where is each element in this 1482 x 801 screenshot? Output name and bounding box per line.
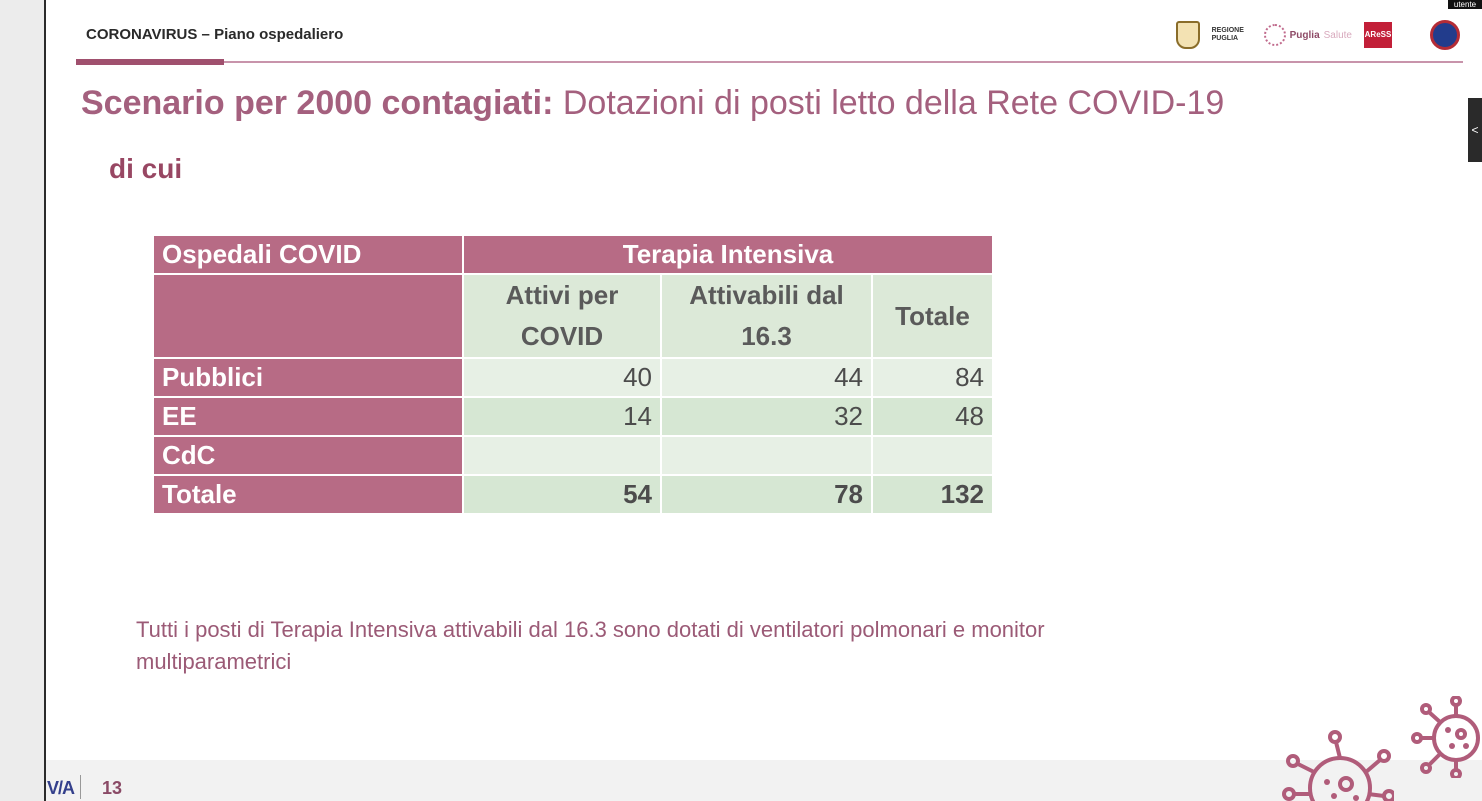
corner-label: utente: [1448, 0, 1482, 9]
cell-attivi: [462, 435, 662, 476]
row-label: Pubblici: [152, 357, 464, 398]
row-label: Totale: [152, 474, 464, 515]
header-logos: REGIONE PUGLIA Puglia Salute AReSS: [1175, 18, 1460, 52]
virus-icon: [1282, 730, 1394, 801]
subheader-totale: Totale: [871, 273, 994, 359]
seal-icon: [1430, 20, 1460, 50]
table-total-row: Totale 54 78 132: [152, 474, 994, 515]
cell-totale: 132: [871, 474, 994, 515]
puglia-salute-bold: Puglia: [1289, 29, 1320, 41]
footnote-text: Tutti i posti di Terapia Intensiva attiv…: [136, 617, 1045, 674]
regione-crest-icon: [1175, 21, 1200, 49]
cell-attivabili: 78: [660, 474, 873, 515]
puglia-salute-logo: Puglia Salute: [1263, 24, 1352, 46]
cell-attivabili: 32: [660, 396, 873, 437]
group-header-terapia: Terapia Intensiva: [462, 234, 994, 275]
aress-logo-box: AReSS: [1364, 22, 1392, 48]
slide-title: Scenario per 2000 contagiati: Dotazioni …: [81, 84, 1224, 123]
cell-attivi: 14: [462, 396, 662, 437]
puglia-salute-light: Salute: [1323, 29, 1352, 41]
aress-logo: AReSS: [1364, 22, 1418, 48]
slide-header-label: CORONAVIRUS – Piano ospedaliero: [86, 26, 344, 43]
table-row: EE 14 32 48: [152, 396, 994, 437]
table-row: Pubblici 40 44 84: [152, 357, 994, 398]
cell-attivi: 40: [462, 357, 662, 398]
regione-puglia-logo: REGIONE PUGLIA: [1211, 27, 1244, 42]
subheader-attivi: Attivi per COVID: [462, 273, 662, 359]
left-window-strip: [0, 0, 46, 801]
row-label: EE: [152, 396, 464, 437]
cell-totale: [871, 435, 994, 476]
virus-icon: [1411, 696, 1480, 778]
header-divider-accent: [76, 59, 224, 65]
cell-totale: 48: [871, 396, 994, 437]
subheader-empty-cell: [152, 273, 464, 359]
table-header-row: Ospedali COVID Terapia Intensiva: [152, 234, 994, 275]
page-number: 13: [102, 778, 123, 798]
cell-totale: 84: [871, 357, 994, 398]
table-subheader-row: Attivi per COVID Attivabili dal 16.3 Tot…: [152, 273, 994, 359]
cell-attivabili: [660, 435, 873, 476]
row-label: CdC: [152, 435, 464, 476]
col-header-ospedali: Ospedali COVID: [152, 234, 464, 275]
cell-attivi: 54: [462, 474, 662, 515]
header-divider: [76, 61, 1463, 63]
table-row: CdC: [152, 435, 994, 476]
footer-separator: [80, 775, 81, 799]
tree-icon: [1263, 24, 1286, 46]
slide-subtitle: di cui: [109, 153, 183, 184]
slide-title-rest: Dotazioni di posti letto della Rete COVI…: [562, 84, 1225, 122]
footer-logo: V/A: [47, 778, 75, 798]
subheader-attivabili: Attivabili dal 16.3: [660, 273, 873, 359]
beds-table: Ospedali COVID Terapia Intensiva Attivi …: [152, 234, 994, 515]
slide-title-bold: Scenario per 2000 contagiati:: [81, 84, 554, 122]
side-panel-tab[interactable]: <: [1468, 98, 1482, 162]
cell-attivabili: 44: [660, 357, 873, 398]
footer-band: [46, 760, 1482, 801]
